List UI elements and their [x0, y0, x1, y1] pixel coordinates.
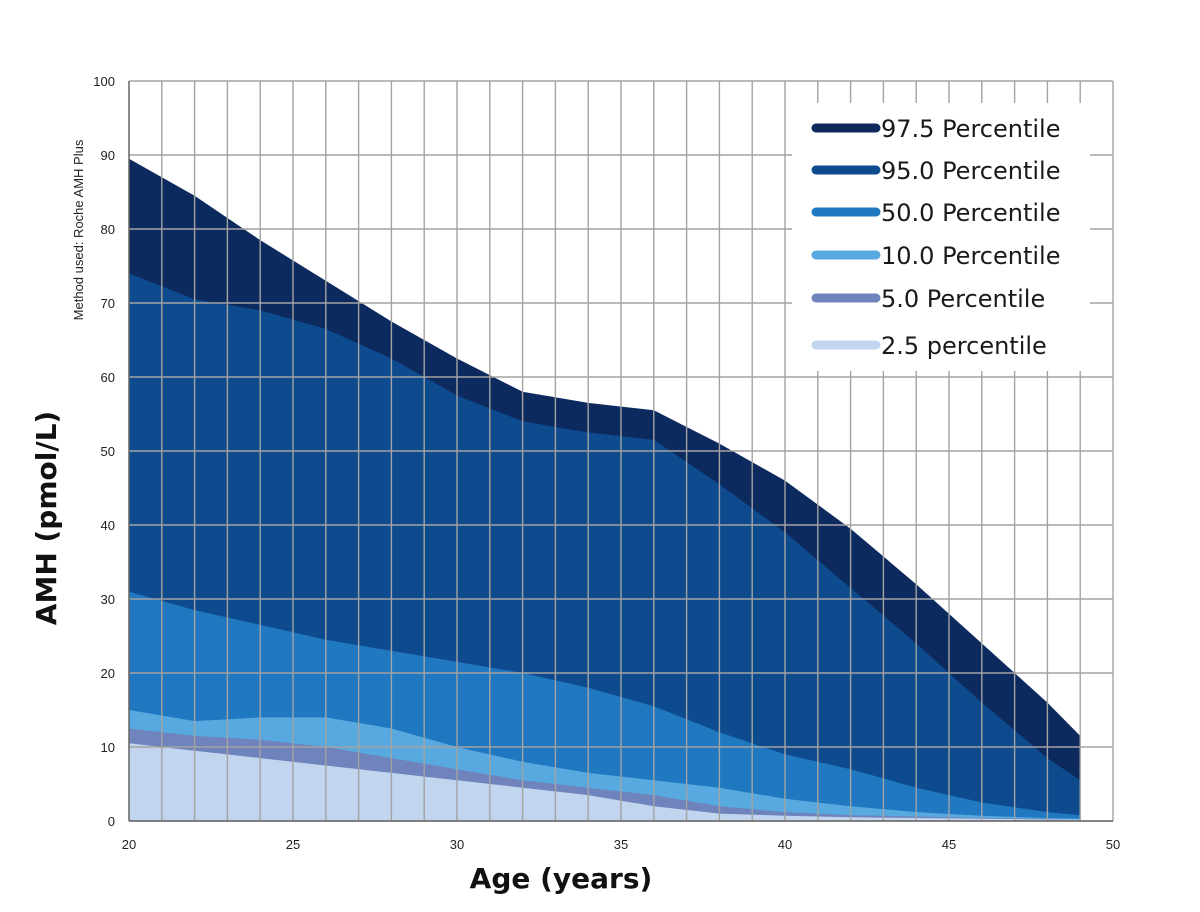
y-tick-label: 70: [101, 296, 115, 311]
y-axis-title: AMH (pmol/L): [30, 411, 63, 625]
legend-label-50-0-percentile: 50.0 Percentile: [881, 199, 1060, 227]
x-tick-label: 45: [942, 837, 956, 852]
y-tick-label: 80: [101, 222, 115, 237]
legend: 97.5 Percentile 95.0 Percentile 50.0 Perce…: [792, 103, 1090, 371]
method-annotation: Method used: Roche AMH Plus: [71, 139, 86, 320]
y-tick-label: 100: [93, 74, 115, 89]
x-tick-label: 25: [286, 837, 300, 852]
x-tick-label: 50: [1106, 837, 1120, 852]
axes: [128, 81, 1113, 822]
x-axis-title: Age (years): [470, 862, 653, 895]
x-tick-label: 40: [778, 837, 792, 852]
legend-label-95-0-percentile: 95.0 Percentile: [881, 157, 1060, 185]
x-tick-label: 35: [614, 837, 628, 852]
legend-label-5-0-percentile: 5.0 Percentile: [881, 285, 1045, 313]
tick-labels: 20 25 30 35 40 45 50 0 10 20 30 40 50 60 70 80 90 100: [93, 74, 1120, 852]
y-tick-label: 50: [101, 444, 115, 459]
x-tick-label: 20: [122, 837, 136, 852]
x-tick-label: 30: [450, 837, 464, 852]
legend-label-97-5-percentile: 97.5 Percentile: [881, 115, 1060, 143]
y-tick-label: 60: [101, 370, 115, 385]
legend-label-2-5-percentile: 2.5 percentile: [881, 332, 1047, 360]
legend-box: [792, 103, 1090, 371]
y-tick-label: 20: [101, 666, 115, 681]
y-tick-label: 40: [101, 518, 115, 533]
y-tick-label: 30: [101, 592, 115, 607]
area-2-5-percentile: [129, 743, 1081, 821]
y-tick-label: 10: [101, 740, 115, 755]
y-tick-label: 90: [101, 148, 115, 163]
y-tick-label: 0: [108, 814, 115, 829]
legend-label-10-0-percentile: 10.0 Percentile: [881, 242, 1060, 270]
area-series-group: [129, 158, 1081, 821]
